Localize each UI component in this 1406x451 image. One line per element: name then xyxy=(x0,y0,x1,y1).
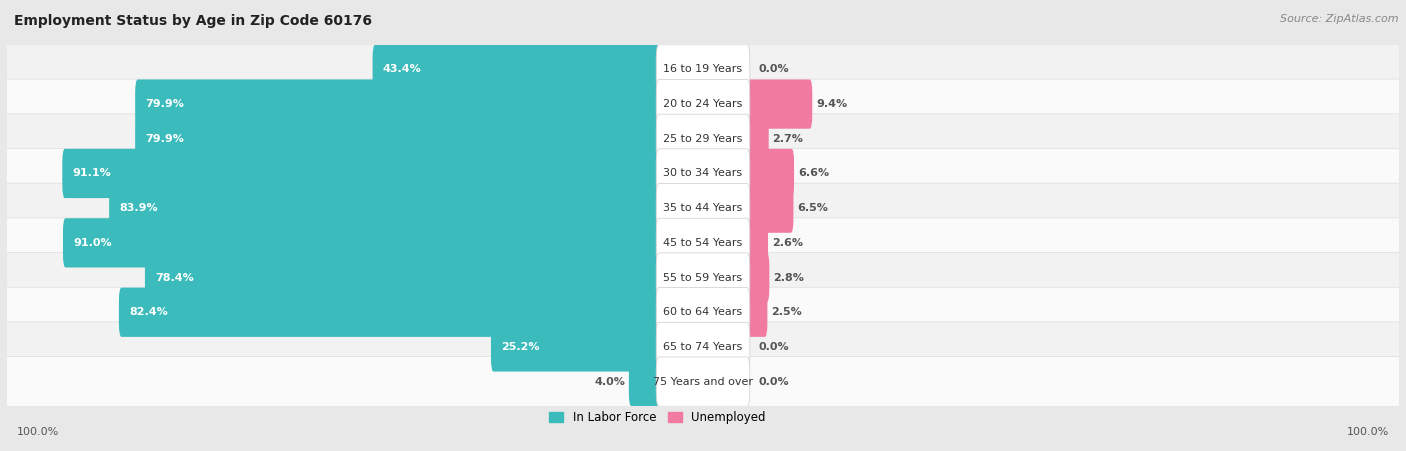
Text: 79.9%: 79.9% xyxy=(146,134,184,144)
Text: 79.9%: 79.9% xyxy=(146,99,184,109)
Text: 100.0%: 100.0% xyxy=(17,428,59,437)
Text: 35 to 44 Years: 35 to 44 Years xyxy=(664,203,742,213)
FancyBboxPatch shape xyxy=(657,79,749,129)
FancyBboxPatch shape xyxy=(747,218,768,267)
Text: 75 Years and over: 75 Years and over xyxy=(652,377,754,387)
FancyBboxPatch shape xyxy=(0,253,1406,303)
FancyBboxPatch shape xyxy=(657,357,749,406)
Text: 65 to 74 Years: 65 to 74 Years xyxy=(664,342,742,352)
FancyBboxPatch shape xyxy=(657,184,749,233)
FancyBboxPatch shape xyxy=(0,218,1406,268)
Text: 45 to 54 Years: 45 to 54 Years xyxy=(664,238,742,248)
FancyBboxPatch shape xyxy=(747,288,768,337)
FancyBboxPatch shape xyxy=(0,79,1406,129)
FancyBboxPatch shape xyxy=(135,79,659,129)
Text: Employment Status by Age in Zip Code 60176: Employment Status by Age in Zip Code 601… xyxy=(14,14,373,28)
FancyBboxPatch shape xyxy=(0,357,1406,407)
Text: 60 to 64 Years: 60 to 64 Years xyxy=(664,307,742,317)
FancyBboxPatch shape xyxy=(747,184,793,233)
FancyBboxPatch shape xyxy=(657,322,749,372)
Text: 16 to 19 Years: 16 to 19 Years xyxy=(664,64,742,74)
Text: 82.4%: 82.4% xyxy=(129,307,169,317)
Text: 100.0%: 100.0% xyxy=(1347,428,1389,437)
FancyBboxPatch shape xyxy=(145,253,659,302)
FancyBboxPatch shape xyxy=(0,287,1406,337)
Text: 9.4%: 9.4% xyxy=(815,99,848,109)
FancyBboxPatch shape xyxy=(657,288,749,337)
Text: 0.0%: 0.0% xyxy=(758,377,789,387)
Text: 0.0%: 0.0% xyxy=(758,64,789,74)
FancyBboxPatch shape xyxy=(110,184,659,233)
FancyBboxPatch shape xyxy=(657,149,749,198)
Text: 2.7%: 2.7% xyxy=(773,134,803,144)
FancyBboxPatch shape xyxy=(657,218,749,267)
FancyBboxPatch shape xyxy=(628,357,659,406)
Text: 2.6%: 2.6% xyxy=(772,238,803,248)
FancyBboxPatch shape xyxy=(63,218,659,267)
Text: 30 to 34 Years: 30 to 34 Years xyxy=(664,169,742,179)
Text: 2.8%: 2.8% xyxy=(773,272,804,282)
Legend: In Labor Force, Unemployed: In Labor Force, Unemployed xyxy=(544,406,770,429)
FancyBboxPatch shape xyxy=(0,148,1406,198)
FancyBboxPatch shape xyxy=(0,322,1406,372)
Text: 91.0%: 91.0% xyxy=(73,238,112,248)
Text: 25.2%: 25.2% xyxy=(502,342,540,352)
Text: 4.0%: 4.0% xyxy=(595,377,624,387)
Text: 6.5%: 6.5% xyxy=(797,203,828,213)
Text: 78.4%: 78.4% xyxy=(155,272,194,282)
Text: 43.4%: 43.4% xyxy=(382,64,422,74)
Text: 2.5%: 2.5% xyxy=(772,307,801,317)
FancyBboxPatch shape xyxy=(657,114,749,163)
FancyBboxPatch shape xyxy=(62,149,659,198)
Text: 25 to 29 Years: 25 to 29 Years xyxy=(664,134,742,144)
FancyBboxPatch shape xyxy=(0,114,1406,164)
FancyBboxPatch shape xyxy=(120,288,659,337)
FancyBboxPatch shape xyxy=(747,79,813,129)
FancyBboxPatch shape xyxy=(747,114,769,163)
Text: 0.0%: 0.0% xyxy=(758,342,789,352)
FancyBboxPatch shape xyxy=(491,322,659,372)
FancyBboxPatch shape xyxy=(0,44,1406,94)
FancyBboxPatch shape xyxy=(747,253,769,302)
FancyBboxPatch shape xyxy=(373,45,659,94)
FancyBboxPatch shape xyxy=(657,253,749,302)
FancyBboxPatch shape xyxy=(135,114,659,163)
FancyBboxPatch shape xyxy=(747,149,794,198)
Text: 6.6%: 6.6% xyxy=(799,169,830,179)
FancyBboxPatch shape xyxy=(0,183,1406,233)
Text: 55 to 59 Years: 55 to 59 Years xyxy=(664,272,742,282)
Text: 20 to 24 Years: 20 to 24 Years xyxy=(664,99,742,109)
FancyBboxPatch shape xyxy=(657,45,749,94)
Text: 83.9%: 83.9% xyxy=(120,203,159,213)
Text: Source: ZipAtlas.com: Source: ZipAtlas.com xyxy=(1281,14,1399,23)
Text: 91.1%: 91.1% xyxy=(73,169,111,179)
